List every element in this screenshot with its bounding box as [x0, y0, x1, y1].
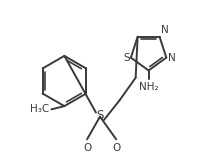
Text: O: O — [112, 143, 120, 153]
Text: H₃C: H₃C — [30, 104, 49, 114]
Text: N: N — [161, 25, 168, 35]
Text: S: S — [123, 53, 130, 63]
Text: O: O — [83, 143, 91, 153]
Text: S: S — [96, 109, 104, 122]
Text: N: N — [168, 53, 175, 63]
Text: NH₂: NH₂ — [139, 82, 158, 92]
